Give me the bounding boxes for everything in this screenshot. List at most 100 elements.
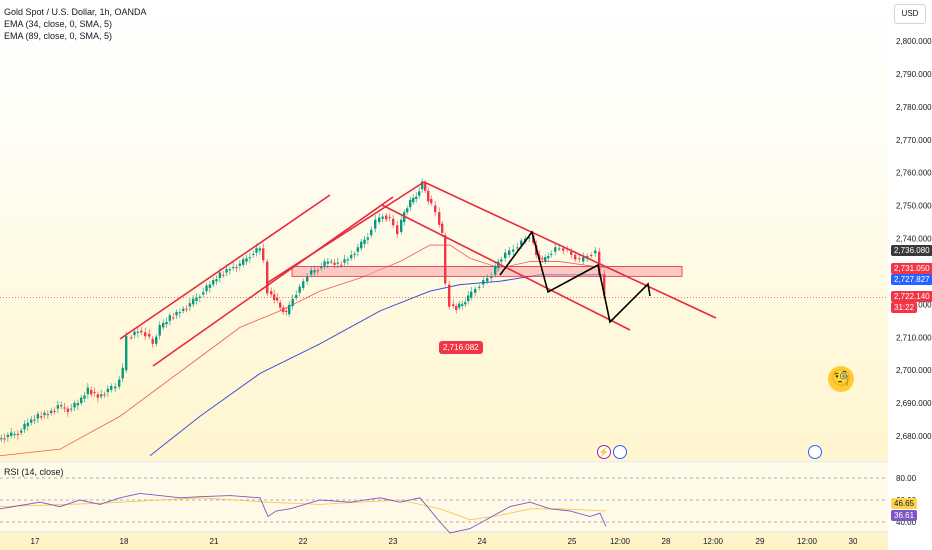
candle-body	[385, 215, 388, 220]
trend-line	[266, 181, 425, 284]
candle-body	[182, 308, 185, 311]
candle-body	[16, 433, 20, 436]
candle-body	[218, 272, 222, 278]
price-tick-label: 2,680.000	[896, 432, 932, 441]
candle-body	[76, 403, 80, 406]
time-tick-label: 29	[756, 537, 765, 546]
candle-body	[202, 292, 205, 295]
ema89-line	[149, 274, 606, 457]
candle-body	[316, 270, 320, 272]
price-tag-2731: 2,731.050	[891, 263, 932, 274]
candle-body	[500, 259, 503, 262]
candle-body	[396, 225, 399, 235]
ema34-legend: EMA (34, close, 0, SMA, 5)	[4, 19, 113, 29]
candle-body	[350, 254, 353, 259]
candle-body	[363, 239, 366, 244]
candle-body	[330, 261, 333, 263]
candle-body	[43, 412, 46, 416]
candle-body	[151, 338, 154, 344]
candle-body	[162, 322, 165, 328]
price-tick-label: 2,770.000	[896, 136, 932, 145]
candle-body	[133, 331, 136, 336]
candle-body	[430, 199, 433, 204]
candle-body	[93, 392, 96, 394]
candle-body	[276, 297, 279, 301]
candle-body	[574, 254, 577, 260]
lightning-event-icon[interactable]: ⚡	[597, 445, 611, 459]
currency-button[interactable]: USD	[894, 4, 926, 24]
price-tick-label: 2,740.000	[896, 235, 932, 244]
candle-body	[90, 389, 93, 395]
candle-body	[215, 279, 218, 282]
candle-body	[168, 315, 172, 321]
price-tag-2727: 2,727.827	[891, 274, 932, 285]
us-flag-event-icon[interactable]	[613, 445, 627, 459]
time-tick-label: 12:00	[610, 537, 631, 546]
candle-body	[366, 237, 370, 240]
candle-body	[96, 394, 100, 398]
candle-body	[66, 408, 70, 412]
candle-body	[562, 248, 565, 251]
candle-body	[56, 405, 60, 409]
price-tick-label: 2,750.000	[896, 202, 932, 211]
price-tag-2722: 2,722.140	[891, 291, 932, 302]
candle-body	[13, 433, 16, 435]
candle-body	[550, 253, 553, 255]
candle-body	[295, 295, 298, 298]
candle-body	[470, 291, 473, 298]
candle-body	[461, 304, 464, 306]
candle-body	[554, 247, 557, 252]
candle-body	[512, 249, 515, 252]
time-tick-label: 30	[849, 537, 858, 546]
candle-body	[547, 256, 550, 259]
candle-body	[36, 413, 40, 419]
symbol-title: Gold Spot / U.S. Dollar, 1h, OANDA	[4, 7, 147, 17]
rsi-ma-line	[0, 497, 607, 521]
candle-body	[302, 281, 305, 288]
candle-body	[340, 264, 343, 266]
rsi-line	[0, 492, 607, 534]
candle-body	[603, 274, 606, 296]
candle-body	[198, 296, 202, 298]
time-tick-label: 21	[210, 537, 219, 546]
candle-body	[100, 394, 103, 397]
candle-body	[528, 237, 531, 239]
candle-body	[70, 408, 73, 410]
rsi-tick-label: 40.00	[896, 518, 917, 527]
candle-body	[188, 303, 192, 307]
chart-legend: Gold Spot / U.S. Dollar, 1h, OANDA EMA (…	[4, 6, 147, 42]
rsi-legend: RSI (14, close)	[4, 467, 64, 477]
candle-body	[388, 217, 391, 219]
candle-body	[195, 297, 198, 302]
candle-body	[175, 311, 178, 316]
candle-body	[346, 259, 350, 261]
candle-body	[83, 395, 86, 399]
candle-body	[258, 248, 262, 251]
candle-body	[245, 258, 248, 262]
candle-body	[285, 310, 288, 312]
candle-body	[80, 397, 83, 404]
rsi-pane-bg	[0, 462, 888, 532]
candle-body	[409, 199, 412, 208]
time-tick-label: 12:00	[703, 537, 724, 546]
candle-body	[130, 337, 133, 339]
candle-body	[20, 430, 23, 433]
candle-body	[306, 277, 309, 282]
candle-body	[208, 284, 212, 288]
time-tick-label: 23	[389, 537, 398, 546]
candle-body	[558, 248, 561, 250]
candle-body	[10, 432, 13, 436]
us-flag-event-icon-2[interactable]	[808, 445, 822, 459]
candle-body	[544, 257, 547, 262]
candle-body	[63, 407, 66, 409]
candle-body	[192, 298, 195, 305]
candle-body	[455, 305, 458, 310]
candle-body	[424, 182, 427, 191]
candle-body	[50, 410, 53, 413]
rsi-value-tag: 36.61	[891, 510, 918, 521]
candle-body	[6, 434, 10, 438]
candle-body	[353, 253, 356, 255]
candle-body	[140, 330, 143, 333]
candle-body	[262, 248, 265, 261]
